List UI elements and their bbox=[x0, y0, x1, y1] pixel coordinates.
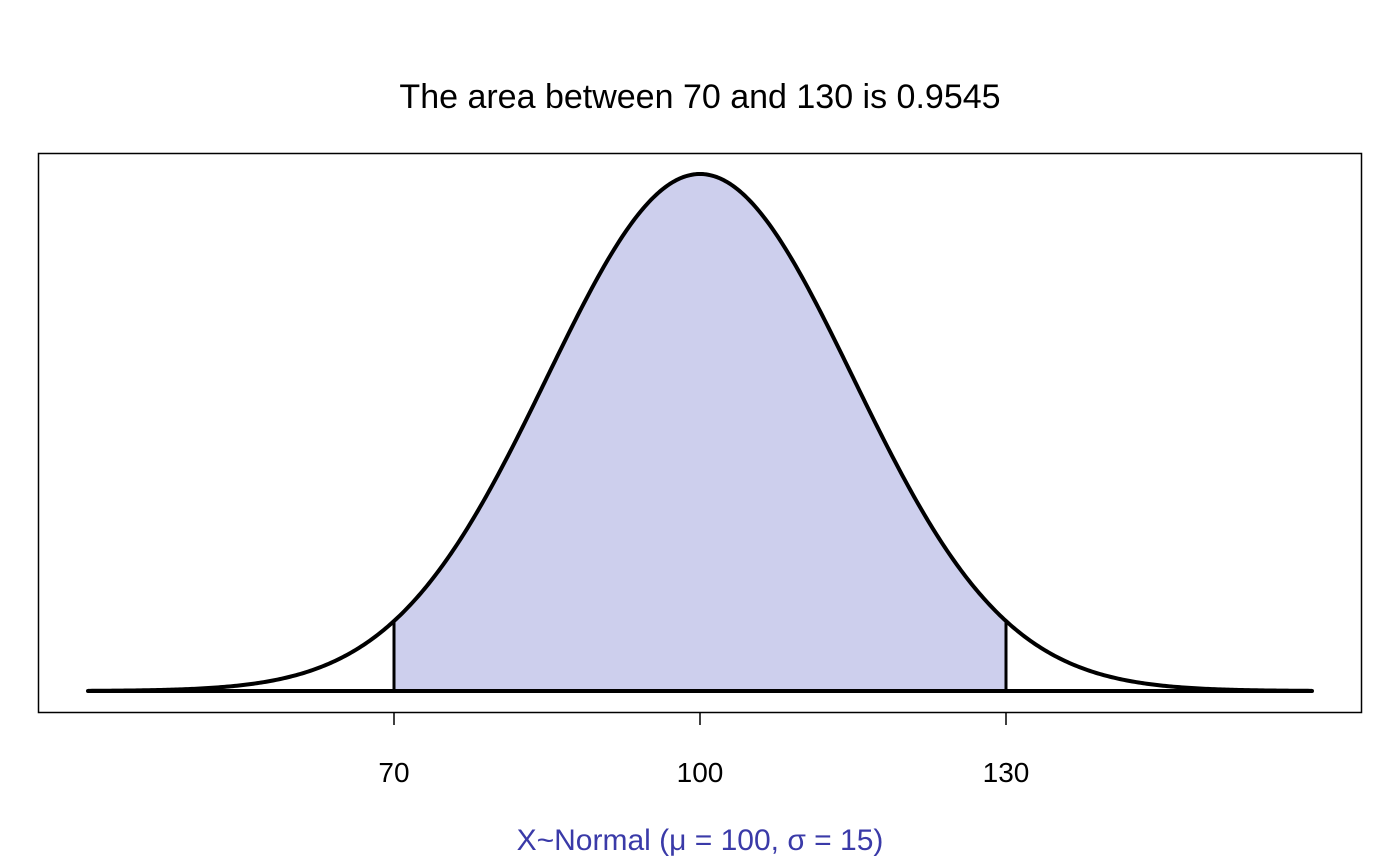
x-axis: 70 100 130 bbox=[378, 712, 1029, 788]
x-tick-label: 130 bbox=[983, 757, 1030, 788]
plot-area bbox=[86, 172, 1314, 693]
shaded-area bbox=[394, 174, 1006, 691]
chart-title: The area between 70 and 130 is 0.9545 bbox=[399, 78, 1000, 116]
density-curve bbox=[87, 172, 1313, 693]
x-tick-label: 70 bbox=[378, 757, 409, 788]
x-tick-label: 100 bbox=[677, 757, 724, 788]
x-axis-label: X~Normal (μ = 100, σ = 15) bbox=[517, 824, 884, 857]
